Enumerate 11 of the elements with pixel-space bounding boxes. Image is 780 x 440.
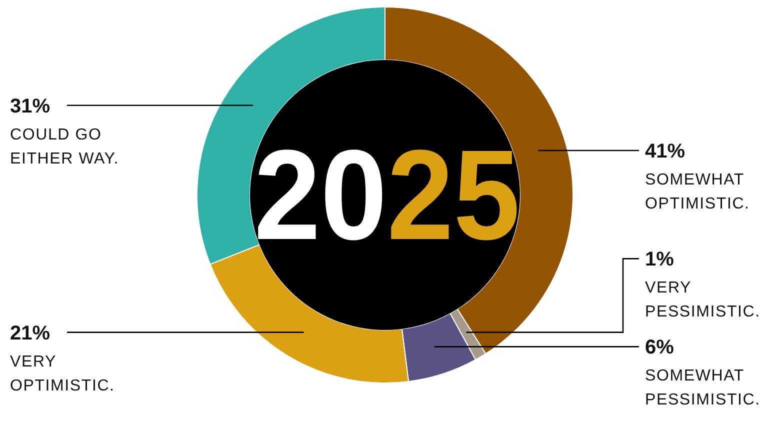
slice-label: COULD GO EITHER WAY.	[10, 126, 119, 168]
slice-label: VERY PESSIMISTIC.	[645, 280, 760, 321]
slice-label: SOMEWHAT PESSIMISTIC.	[645, 368, 760, 409]
data-label: 1%	[645, 248, 674, 271]
data-label: 31%	[10, 95, 50, 118]
text: 2025	[254, 124, 530, 267]
slice-label: VERY OPTIMISTIC.	[10, 353, 115, 394]
data-label: 41%	[645, 140, 686, 162]
data-label: 21%	[10, 322, 50, 344]
data-label: 6%	[645, 336, 674, 359]
slice-label: SOMEWHAT OPTIMISTIC.	[645, 172, 750, 212]
